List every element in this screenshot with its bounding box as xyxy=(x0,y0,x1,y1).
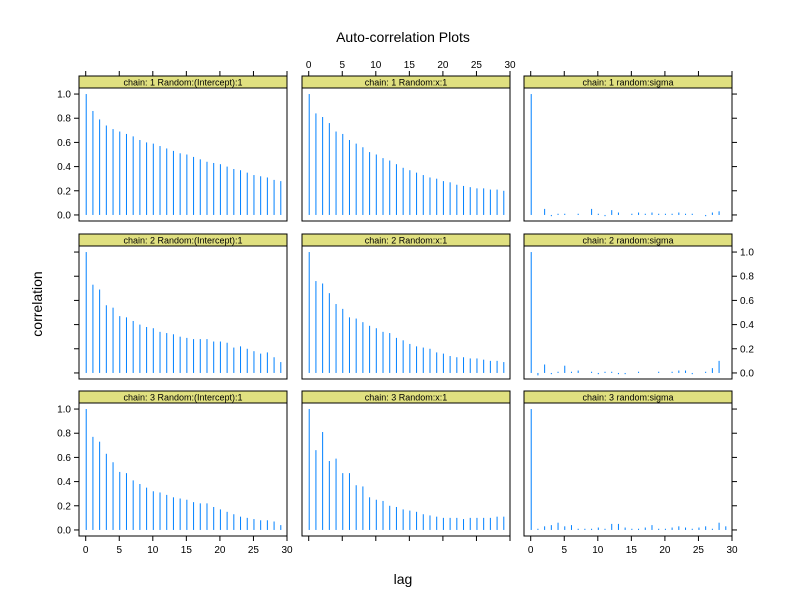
x-tick-label: 30 xyxy=(726,545,738,556)
panel-strip-label: chain: 3 Random:x:1 xyxy=(365,393,448,403)
panel-frame xyxy=(78,245,288,380)
acf-panel: chain: 2 Random:(Intercept):1 xyxy=(74,233,288,380)
x-tick-label: 0 xyxy=(83,545,89,556)
x-tick-label: 25 xyxy=(471,60,483,71)
panel-frame xyxy=(78,87,288,222)
x-tick-label: 20 xyxy=(659,545,671,556)
y-tick-label: 0.0 xyxy=(57,210,71,221)
x-tick-label: 10 xyxy=(147,545,159,556)
panel-frame xyxy=(523,245,733,380)
panel-frame xyxy=(523,402,733,537)
panel-frame xyxy=(301,402,511,537)
panel-frame xyxy=(78,402,288,537)
y-axis-label: correlation xyxy=(29,271,45,336)
y-tick-label: 0.8 xyxy=(57,429,71,440)
panel-strip-label: chain: 2 Random:(Intercept):1 xyxy=(123,236,242,246)
x-tick-label: 10 xyxy=(592,545,604,556)
acf-panel: chain: 3 Random:x:1 xyxy=(301,390,511,541)
y-tick-label: 0.4 xyxy=(57,477,71,488)
panel-strip-label: chain: 3 random:sigma xyxy=(582,393,673,403)
x-tick-label: 5 xyxy=(339,60,345,71)
x-axis-label: lag xyxy=(394,571,413,587)
x-tick-label: 0 xyxy=(306,60,312,71)
x-tick-label: 15 xyxy=(626,545,638,556)
panels-layer: chain: 1 Random:(Intercept):1 0.0 0.2 0.4 0.… xyxy=(57,60,754,556)
x-tick-label: 5 xyxy=(116,545,122,556)
x-tick-label: 0 xyxy=(528,545,534,556)
panel-strip-label: chain: 3 Random:(Intercept):1 xyxy=(123,393,242,403)
chart-title: Auto-correlation Plots xyxy=(336,29,470,45)
y-tick-label: 0.2 xyxy=(57,186,71,197)
x-tick-label: 30 xyxy=(281,545,293,556)
y-tick-label: 0.4 xyxy=(57,162,71,173)
x-tick-label: 15 xyxy=(404,60,416,71)
x-tick-label: 25 xyxy=(693,545,705,556)
x-tick-label: 15 xyxy=(181,545,193,556)
panel-strip-label: chain: 2 random:sigma xyxy=(582,236,673,246)
y-tick-label: 1.0 xyxy=(740,248,754,259)
acf-panel: chain: 3 random:sigma 0 5 10 15 20 25 30 xyxy=(523,390,738,556)
acf-panel: chain: 2 Random:x:1 xyxy=(301,233,511,380)
panel-frame xyxy=(301,87,511,222)
y-tick-label: 1.0 xyxy=(57,405,71,416)
y-tick-label: 0.6 xyxy=(57,453,71,464)
y-tick-label: 1.0 xyxy=(57,90,71,101)
x-tick-label: 20 xyxy=(437,60,449,71)
y-tick-label: 0.0 xyxy=(740,368,754,379)
y-tick-label: 0.2 xyxy=(57,501,71,512)
panel-frame xyxy=(301,245,511,380)
x-tick-label: 5 xyxy=(561,545,567,556)
acf-panel: chain: 1 Random:x:1 0 5 10 15 20 25 30 xyxy=(301,60,516,222)
panel-strip-label: chain: 1 random:sigma xyxy=(582,78,673,88)
y-tick-label: 0.6 xyxy=(740,296,754,307)
x-tick-label: 20 xyxy=(214,545,226,556)
panel-strip-label: chain: 2 Random:x:1 xyxy=(365,236,448,246)
x-tick-label: 10 xyxy=(370,60,382,71)
y-tick-label: 0.6 xyxy=(57,138,71,149)
x-tick-label: 25 xyxy=(248,545,260,556)
y-tick-label: 0.8 xyxy=(57,114,71,125)
panel-strip-label: chain: 1 Random:x:1 xyxy=(365,78,448,88)
acf-panel: chain: 3 Random:(Intercept):1 0.0 0.2 0.4 0.… xyxy=(57,390,293,556)
acf-panel: chain: 1 Random:(Intercept):1 0.0 0.2 0.4 0.… xyxy=(57,71,288,222)
y-tick-label: 0.4 xyxy=(740,320,754,331)
panel-frame xyxy=(523,87,733,222)
panel-strip-label: chain: 1 Random:(Intercept):1 xyxy=(123,78,242,88)
acf-panel: chain: 1 random:sigma xyxy=(523,71,737,222)
y-tick-label: 0.8 xyxy=(740,272,754,283)
acf-panel: chain: 2 random:sigma 0.0 0.2 0.4 0.6 0.8 1.0 xyxy=(523,233,754,380)
y-tick-label: 0.2 xyxy=(740,344,754,355)
y-tick-label: 0.0 xyxy=(57,525,71,536)
x-tick-label: 30 xyxy=(504,60,516,71)
